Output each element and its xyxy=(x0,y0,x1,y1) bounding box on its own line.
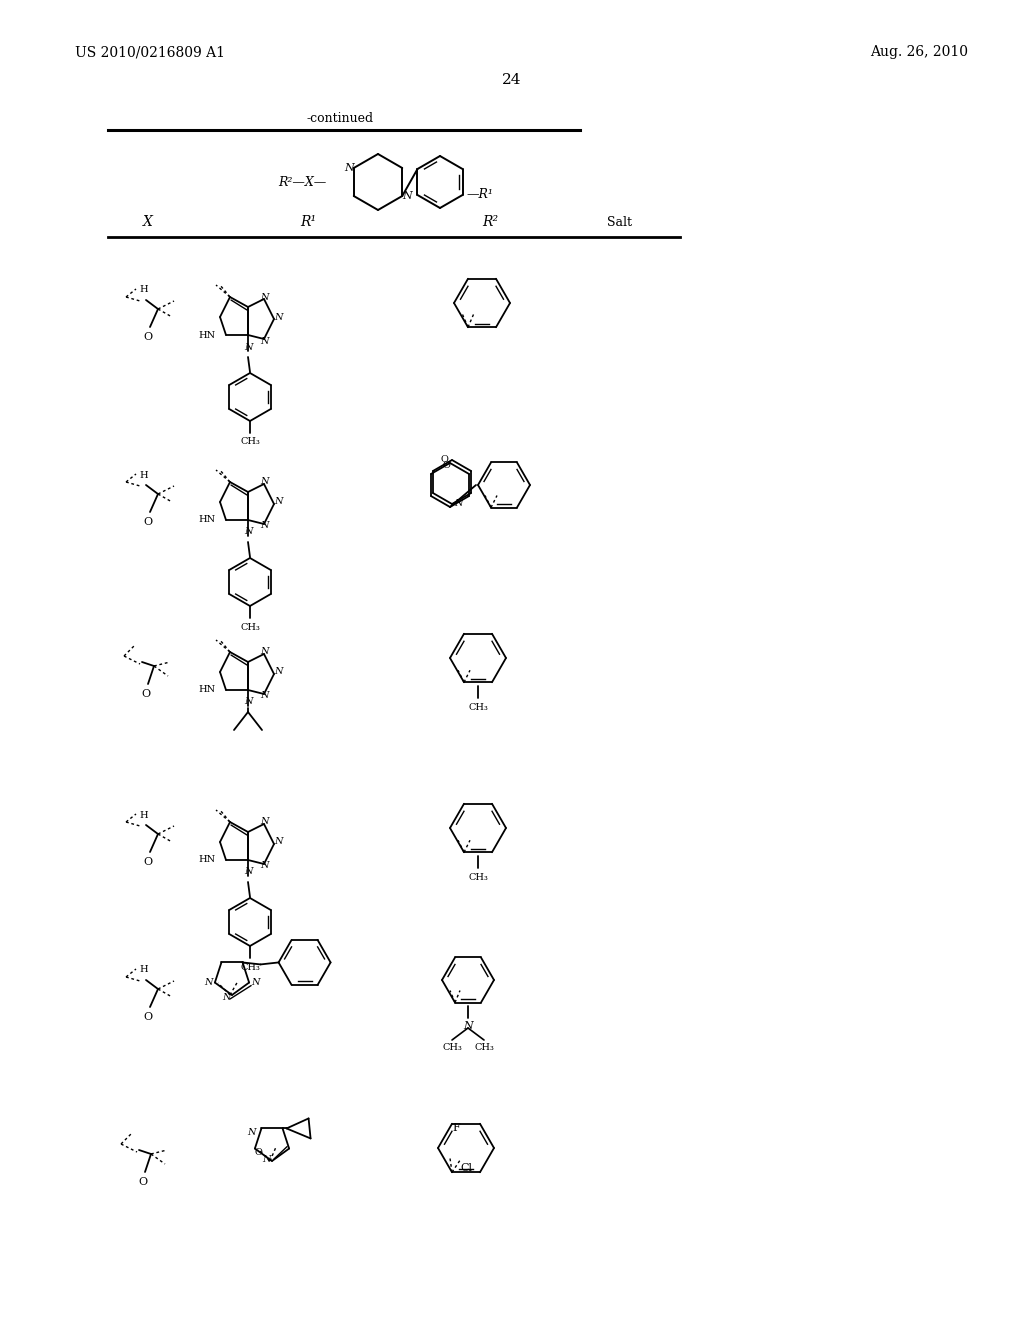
Text: X: X xyxy=(143,215,153,228)
Text: N: N xyxy=(244,342,252,351)
Text: R²—X—: R²—X— xyxy=(278,176,327,189)
Text: CH₃: CH₃ xyxy=(442,1044,462,1052)
Text: H: H xyxy=(139,470,148,479)
Text: H: H xyxy=(139,285,148,294)
Text: HN: HN xyxy=(199,855,216,865)
Text: CH₃: CH₃ xyxy=(240,623,260,631)
Text: 24: 24 xyxy=(502,73,522,87)
Text: R¹: R¹ xyxy=(300,215,316,228)
Text: CH₃: CH₃ xyxy=(240,437,260,446)
Text: CH₃: CH₃ xyxy=(468,704,488,713)
Text: CH₃: CH₃ xyxy=(468,874,488,883)
Text: N: N xyxy=(260,521,268,531)
Text: N: N xyxy=(454,499,462,508)
Text: US 2010/0216809 A1: US 2010/0216809 A1 xyxy=(75,45,225,59)
Text: H: H xyxy=(139,965,148,974)
Text: HN: HN xyxy=(199,516,216,524)
Text: O: O xyxy=(138,1177,147,1187)
Text: HN: HN xyxy=(199,685,216,694)
Text: N: N xyxy=(402,191,412,201)
Text: CH₃: CH₃ xyxy=(474,1044,494,1052)
Text: N: N xyxy=(244,528,252,536)
Text: N: N xyxy=(273,313,283,322)
Text: N: N xyxy=(205,978,213,987)
Text: N: N xyxy=(260,862,268,870)
Text: N: N xyxy=(273,837,283,846)
Text: N: N xyxy=(273,668,283,676)
Text: N: N xyxy=(260,692,268,701)
Text: N: N xyxy=(247,1127,256,1137)
Text: Cl: Cl xyxy=(460,1163,472,1173)
Text: O: O xyxy=(255,1148,263,1158)
Text: O: O xyxy=(143,1012,153,1022)
Text: N: N xyxy=(260,648,268,656)
Text: O: O xyxy=(143,333,153,342)
Text: R²: R² xyxy=(482,215,498,228)
Text: O: O xyxy=(440,455,447,465)
Text: N: N xyxy=(222,993,230,1002)
Text: Salt: Salt xyxy=(607,215,633,228)
Text: N: N xyxy=(344,162,353,173)
Text: O: O xyxy=(442,461,450,470)
Text: N: N xyxy=(251,978,259,987)
Text: N: N xyxy=(463,1020,473,1031)
Text: N: N xyxy=(260,293,268,301)
Text: -continued: -continued xyxy=(306,111,374,124)
Text: HN: HN xyxy=(199,330,216,339)
Text: O: O xyxy=(143,517,153,527)
Text: N: N xyxy=(262,1155,270,1163)
Text: —R¹: —R¹ xyxy=(467,189,494,202)
Text: O: O xyxy=(143,857,153,867)
Text: N: N xyxy=(260,478,268,487)
Text: N: N xyxy=(260,337,268,346)
Text: N: N xyxy=(244,697,252,706)
Text: H: H xyxy=(139,810,148,820)
Text: N: N xyxy=(273,498,283,507)
Text: N: N xyxy=(244,867,252,876)
Text: F: F xyxy=(453,1123,460,1133)
Text: Aug. 26, 2010: Aug. 26, 2010 xyxy=(870,45,968,59)
Text: CH₃: CH₃ xyxy=(240,962,260,972)
Text: N: N xyxy=(260,817,268,826)
Text: O: O xyxy=(141,689,151,700)
